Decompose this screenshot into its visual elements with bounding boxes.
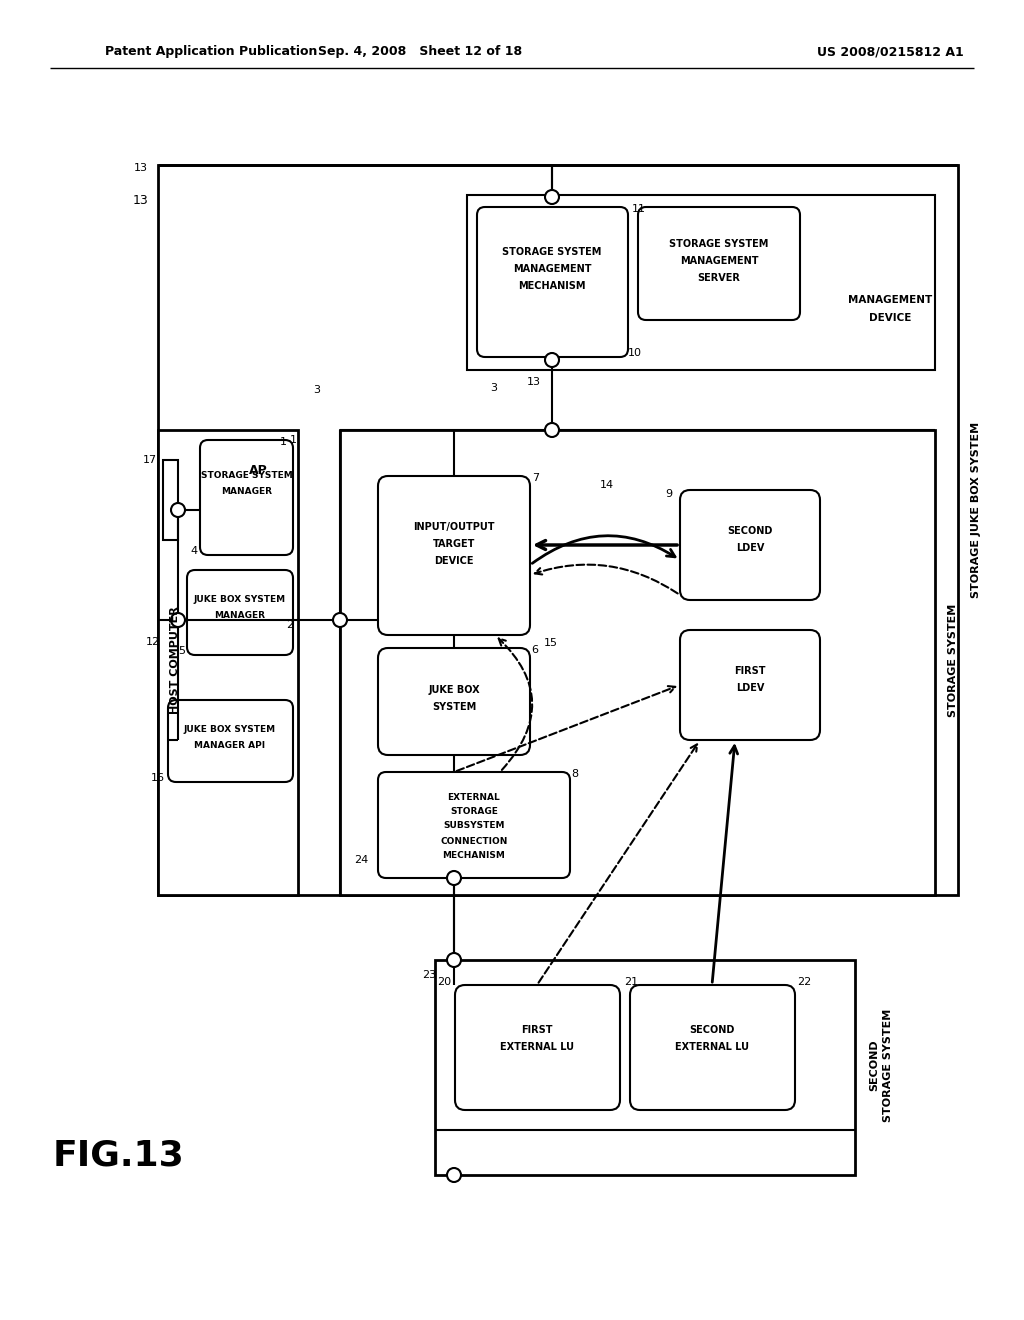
Bar	[435, 960, 855, 1175]
Text: EXTERNAL LU: EXTERNAL LU	[675, 1041, 749, 1052]
Circle shape	[171, 503, 185, 517]
Circle shape	[447, 1168, 461, 1181]
Circle shape	[447, 953, 461, 968]
Text: SECOND: SECOND	[727, 525, 773, 536]
FancyBboxPatch shape	[168, 700, 293, 781]
Text: STORAGE SYSTEM: STORAGE SYSTEM	[201, 470, 293, 479]
Text: 10: 10	[628, 348, 642, 358]
FancyBboxPatch shape	[477, 207, 628, 356]
FancyBboxPatch shape	[638, 207, 800, 319]
Text: FIRST: FIRST	[521, 1026, 553, 1035]
FancyBboxPatch shape	[378, 772, 570, 878]
Text: EXTERNAL LU: EXTERNAL LU	[500, 1041, 574, 1052]
Text: HOST COMPUTER: HOST COMPUTER	[170, 606, 180, 714]
Text: 1: 1	[280, 437, 287, 447]
Text: STORAGE SYSTEM: STORAGE SYSTEM	[883, 1008, 893, 1122]
Text: 13: 13	[527, 378, 541, 387]
Text: STORAGE SYSTEM: STORAGE SYSTEM	[948, 603, 958, 717]
FancyBboxPatch shape	[630, 985, 795, 1110]
Text: 14: 14	[600, 480, 614, 490]
Circle shape	[545, 352, 559, 367]
Text: 1: 1	[290, 436, 297, 445]
Text: SECOND: SECOND	[869, 1039, 879, 1090]
FancyBboxPatch shape	[680, 490, 820, 601]
Text: MANAGEMENT: MANAGEMENT	[513, 264, 591, 275]
Text: SECOND: SECOND	[689, 1026, 734, 1035]
Text: INPUT/OUTPUT: INPUT/OUTPUT	[414, 521, 495, 532]
Text: STORAGE SYSTEM: STORAGE SYSTEM	[503, 247, 602, 257]
Text: MANAGER API: MANAGER API	[195, 742, 265, 751]
Text: JUKE BOX SYSTEM: JUKE BOX SYSTEM	[194, 595, 286, 605]
Text: 12: 12	[145, 638, 160, 647]
Text: MANAGER: MANAGER	[214, 611, 265, 620]
Text: STORAGE: STORAGE	[451, 808, 498, 817]
Text: 3: 3	[490, 383, 497, 393]
Circle shape	[545, 422, 559, 437]
Text: EXTERNAL: EXTERNAL	[447, 792, 501, 801]
Text: 13: 13	[134, 162, 148, 173]
Text: 8: 8	[571, 770, 579, 779]
Bar	[158, 430, 298, 895]
Bar	[467, 195, 935, 370]
Text: 20: 20	[437, 977, 452, 987]
Text: 6: 6	[531, 645, 538, 655]
Text: STORAGE JUKE BOX SYSTEM: STORAGE JUKE BOX SYSTEM	[971, 422, 981, 598]
Text: MECHANISM: MECHANISM	[518, 281, 586, 290]
Text: DEVICE: DEVICE	[434, 556, 474, 566]
Text: STORAGE SYSTEM: STORAGE SYSTEM	[670, 239, 769, 249]
Text: SYSTEM: SYSTEM	[432, 702, 476, 711]
FancyBboxPatch shape	[187, 570, 293, 655]
Circle shape	[171, 612, 185, 627]
Text: MANAGER: MANAGER	[221, 487, 272, 495]
Bar	[158, 165, 958, 895]
Text: Patent Application Publication: Patent Application Publication	[105, 45, 317, 58]
Text: 15: 15	[544, 638, 558, 648]
Text: US 2008/0215812 A1: US 2008/0215812 A1	[816, 45, 964, 58]
Text: 4: 4	[190, 546, 198, 556]
Text: MECHANISM: MECHANISM	[442, 851, 506, 861]
Text: 7: 7	[532, 473, 539, 483]
Text: LDEV: LDEV	[736, 682, 764, 693]
Text: 22: 22	[797, 977, 811, 987]
Text: 17: 17	[143, 455, 157, 465]
Text: FIG.13: FIG.13	[52, 1138, 184, 1172]
Text: 24: 24	[354, 855, 369, 865]
Text: JUKE BOX SYSTEM: JUKE BOX SYSTEM	[184, 726, 276, 734]
FancyBboxPatch shape	[455, 985, 620, 1110]
Text: SUBSYSTEM: SUBSYSTEM	[443, 821, 505, 830]
Text: LDEV: LDEV	[736, 543, 764, 553]
Text: 13: 13	[132, 194, 148, 206]
Text: 9: 9	[665, 488, 672, 499]
Text: 11: 11	[632, 205, 646, 214]
Text: JUKE BOX: JUKE BOX	[428, 685, 480, 696]
FancyBboxPatch shape	[680, 630, 820, 741]
Text: CONNECTION: CONNECTION	[440, 837, 508, 846]
Text: Sep. 4, 2008   Sheet 12 of 18: Sep. 4, 2008 Sheet 12 of 18	[317, 45, 522, 58]
Bar	[340, 430, 935, 895]
Text: MANAGEMENT: MANAGEMENT	[848, 294, 932, 305]
Circle shape	[333, 612, 347, 627]
Text: 5: 5	[178, 645, 185, 656]
Text: 3: 3	[313, 385, 319, 395]
Circle shape	[545, 190, 559, 205]
Text: 16: 16	[151, 774, 165, 783]
Text: 23: 23	[422, 970, 436, 979]
Text: 2: 2	[286, 620, 293, 630]
Circle shape	[447, 871, 461, 884]
Bar	[163, 459, 178, 540]
Text: MANAGEMENT: MANAGEMENT	[680, 256, 758, 267]
Text: 21: 21	[624, 977, 638, 987]
FancyBboxPatch shape	[378, 648, 530, 755]
Text: TARGET: TARGET	[433, 539, 475, 549]
Text: SERVER: SERVER	[697, 273, 740, 282]
FancyBboxPatch shape	[200, 440, 293, 554]
Text: AP: AP	[249, 463, 267, 477]
Text: DEVICE: DEVICE	[868, 313, 911, 323]
FancyBboxPatch shape	[378, 477, 530, 635]
Text: FIRST: FIRST	[734, 667, 766, 676]
